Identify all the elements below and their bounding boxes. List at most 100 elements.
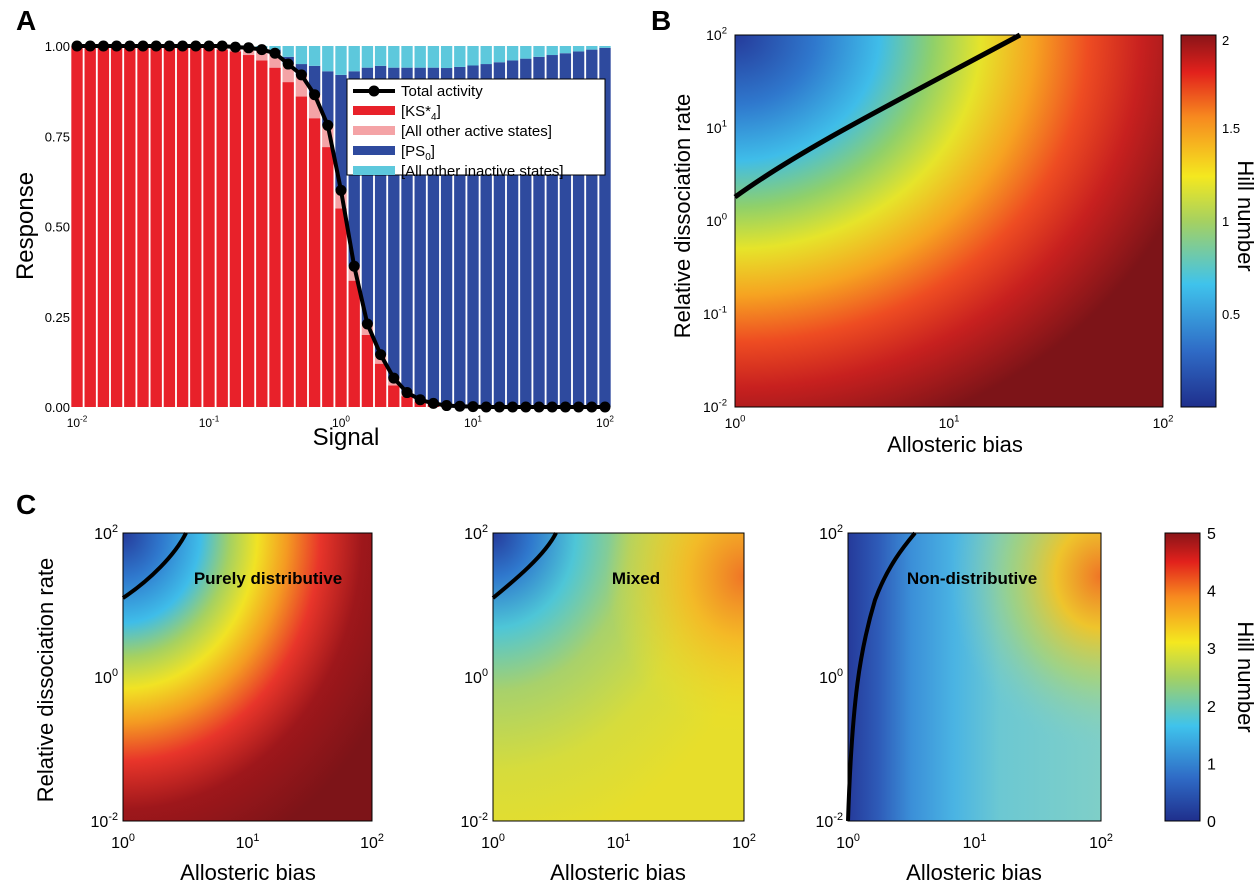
legend-patch-swatch: [353, 106, 395, 115]
bar-segment-0-1: [84, 46, 96, 407]
bar-segment-0-23: [374, 363, 387, 407]
x-tick-label-c1: 100: [111, 832, 135, 852]
bar-segment-2-30: [467, 65, 479, 407]
bar-segment-3-37: [559, 46, 572, 54]
colorbar-tick-label-c: 0: [1207, 814, 1216, 831]
x-axis-label-c3: Allosteric bias: [906, 860, 1042, 885]
plot-frame-c2: [492, 532, 745, 822]
colorbar-b: [1180, 34, 1217, 408]
y-tick-label-c1: 10-2: [91, 811, 118, 831]
bar-segment-0-2: [97, 46, 110, 407]
total-activity-point: [388, 372, 400, 384]
bar-segment-0-7: [163, 46, 176, 407]
heatmap-c1: [123, 533, 372, 821]
colorbar-label-b: Hill number: [1233, 160, 1257, 271]
bar-segment-0-6: [150, 46, 162, 407]
total-activity-point: [150, 40, 162, 52]
bar-segment-0-21: [348, 280, 360, 407]
total-activity-point: [480, 401, 492, 413]
y-tick-label-a: 0.50: [45, 220, 70, 235]
bar-segment-0-18: [308, 118, 321, 407]
bar-segment-0-9: [190, 46, 202, 407]
bar-segment-2-29: [454, 66, 466, 407]
title-c3: Non-distributive: [907, 569, 1037, 588]
total-activity-point: [269, 47, 281, 59]
x-tick-label-c3: 101: [963, 832, 987, 852]
legend-a: Total activity [KS*4][All other active st…: [346, 78, 606, 180]
bar-segment-1-16: [282, 64, 294, 83]
bar-segment-0-11: [216, 49, 228, 408]
title-c2: Mixed: [612, 569, 660, 588]
bar-segment-2-22: [361, 67, 374, 324]
bar-segment-3-31: [480, 46, 492, 65]
total-activity-point: [216, 40, 228, 52]
total-activity-point: [243, 42, 255, 54]
bar-segment-3-27: [427, 46, 440, 68]
y-tick-label-a: 1.00: [45, 39, 70, 54]
y-tick-label-b: 100: [706, 212, 727, 229]
x-tick-label-c2: 101: [607, 832, 631, 852]
legend-label: [All other active states]: [401, 123, 552, 140]
y-axis-label-c: Relative dissociation rate: [33, 558, 58, 803]
bar-segment-0-22: [361, 334, 374, 407]
x-tick-label-c2: 102: [732, 832, 756, 852]
contour-line-c1: [121, 532, 188, 600]
legend-patch-swatch: [353, 166, 395, 175]
bar-segment-0-24: [388, 385, 400, 407]
colorbar-tick-label-c: 2: [1207, 699, 1216, 716]
total-activity-point: [203, 40, 215, 52]
total-activity-point: [454, 400, 466, 412]
bar-segment-0-8: [176, 46, 189, 407]
x-tick-label-c1: 102: [360, 832, 384, 852]
y-tick-label-b: 102: [706, 26, 727, 43]
legend-label: [KS*4]: [401, 103, 441, 123]
bar-segment-0-20: [335, 208, 347, 407]
total-activity-point: [71, 40, 83, 52]
total-activity-point: [282, 58, 294, 70]
total-activity-point: [559, 401, 571, 413]
contour-line-c2: [491, 532, 558, 600]
colorbar-ticks-c: 0 1 2 3 4 5: [1207, 526, 1216, 831]
bar-segment-3-39: [586, 46, 598, 50]
total-activity-point: [493, 401, 505, 413]
x-tick-label-b: 102: [1153, 414, 1174, 431]
bar-segment-2-32: [493, 62, 506, 408]
total-activity-point: [348, 260, 360, 272]
x-tick-label-b: 100: [725, 414, 746, 431]
panel-letter-a: A: [16, 5, 36, 36]
total-activity-point: [361, 318, 373, 330]
x-tick-label-a: 10-2: [67, 415, 88, 430]
bar-segment-2-24: [388, 67, 400, 379]
y-tick-label-b: 101: [706, 119, 727, 136]
bar-segment-0-16: [282, 82, 294, 407]
y-tick-label-c3: 100: [819, 667, 843, 687]
bar-segment-2-36: [546, 55, 558, 408]
colorbar-tick-label-c: 1: [1207, 756, 1216, 773]
total-activity-point: [599, 401, 611, 413]
x-tick-label-c3: 100: [836, 832, 860, 852]
heatmap-c3-overlay: [848, 533, 1101, 821]
total-activity-point: [375, 349, 387, 361]
bar-segment-2-28: [440, 68, 453, 406]
bar-segment-0-10: [203, 47, 215, 408]
bar-segment-2-25: [401, 67, 413, 393]
y-tick-label-a: 0.00: [45, 400, 70, 415]
bar-segment-1-18: [308, 94, 321, 119]
title-c1: Purely distributive: [194, 569, 342, 588]
bar-segment-1-15: [269, 53, 281, 68]
total-activity-point: [177, 40, 189, 52]
x-tick-label-c2: 100: [481, 832, 505, 852]
x-axis-label-c1: Allosteric bias: [180, 860, 316, 885]
colorbar-label-c: Hill number: [1233, 621, 1257, 732]
total-activity-point: [573, 401, 585, 413]
bar-segment-3-21: [348, 46, 360, 72]
bar-segment-0-14: [256, 60, 268, 407]
bar-segment-0-0: [71, 46, 83, 407]
legend-label: [PS0]: [401, 143, 435, 163]
bar-segment-1-19: [322, 125, 334, 148]
x-tick-label-a: 101: [464, 415, 482, 430]
y-tick-label-c3: 10-2: [816, 811, 843, 831]
colorbar-tick-label-b: 1: [1222, 214, 1229, 229]
total-activity-point: [309, 89, 321, 101]
total-activity-point: [295, 69, 307, 81]
